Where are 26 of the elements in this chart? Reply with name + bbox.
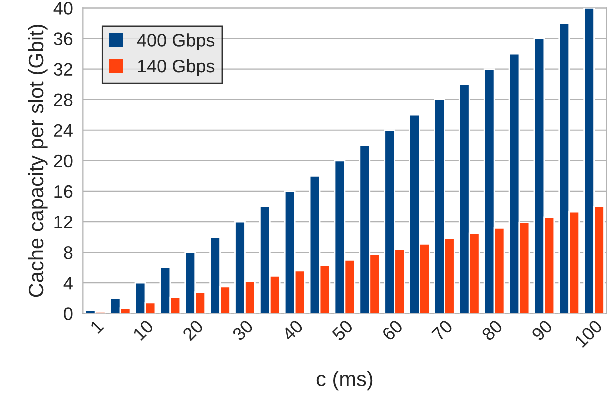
x-axis-title: c (ms) (316, 371, 373, 391)
y-tick-label: 16 (54, 185, 73, 198)
y-axis-title: Cache capacity per slot (Gbit) (28, 25, 48, 298)
x-tick-label: 20 (182, 319, 204, 342)
y-tick-label: 20 (54, 154, 73, 168)
y-tick-label: 12 (54, 216, 73, 229)
x-tick-label: 100 (574, 319, 604, 348)
y-tick-label: 8 (64, 246, 73, 260)
x-tick-label: 30 (232, 319, 254, 342)
x-tick-label: 80 (481, 319, 504, 342)
y-tick-label: 40 (54, 2, 73, 15)
y-tick-label: 24 (54, 124, 73, 137)
x-tick-label: 50 (332, 319, 354, 342)
y-tick-label: 0 (64, 308, 73, 320)
y-tick-label: 36 (54, 32, 73, 46)
x-tick-label: 70 (431, 319, 454, 342)
x-tick-label: 1 (90, 320, 104, 334)
y-tick-label: 28 (54, 94, 73, 107)
y-tick-label: 32 (54, 63, 73, 76)
legend-label: 140 Gbps (138, 59, 215, 76)
y-tick-label: 4 (64, 277, 73, 290)
x-tick-label: 60 (382, 319, 404, 342)
legend-label: 400 Gbps (137, 34, 215, 50)
x-tick-label: 10 (132, 319, 154, 342)
x-tick-label: 90 (531, 319, 554, 342)
x-tick-label: 40 (282, 319, 304, 342)
